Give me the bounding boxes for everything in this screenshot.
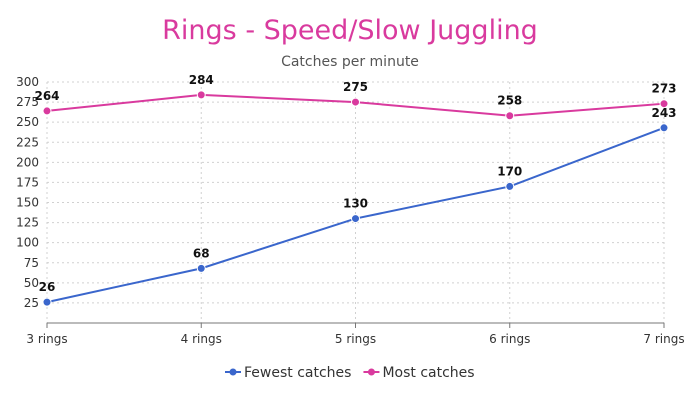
- y-tick-label: 50: [24, 276, 39, 290]
- data-point[interactable]: [505, 111, 515, 121]
- data-label: 26: [39, 280, 56, 294]
- legend[interactable]: Fewest catches Most catches: [225, 365, 475, 381]
- grid: [46, 81, 665, 323]
- x-tick-label: 5 rings: [335, 332, 376, 346]
- y-tick-label: 150: [16, 196, 39, 210]
- data-label: 243: [651, 106, 676, 120]
- y-tick-label: 200: [16, 155, 39, 169]
- legend-item[interactable]: Most catches: [363, 365, 475, 381]
- y-tick-label: 75: [24, 256, 39, 270]
- y-tick-label: 125: [16, 216, 39, 230]
- data-point[interactable]: [42, 297, 52, 307]
- legend-item[interactable]: Fewest catches: [225, 365, 351, 381]
- data-labels: 26 68 130 170 243 264 284 275 258 273: [34, 73, 676, 294]
- legend-swatch-marker: [229, 368, 237, 376]
- chart-title: Rings - Speed/Slow Juggling: [162, 15, 538, 46]
- data-label: 68: [193, 246, 210, 260]
- axes: 25 50 75 100 125 150 175 200 225 250 275 300 3 rings…: [16, 75, 685, 346]
- x-tick-label: 7 rings: [643, 332, 684, 346]
- data-point[interactable]: [505, 181, 515, 191]
- y-tick-label: 275: [16, 95, 39, 109]
- data-label: 130: [343, 197, 368, 211]
- legend-swatch-marker: [367, 368, 375, 376]
- y-tick-label: 225: [16, 135, 39, 149]
- data-point[interactable]: [196, 263, 206, 273]
- data-label: 273: [651, 82, 676, 96]
- data-point[interactable]: [659, 123, 669, 133]
- data-label: 284: [189, 73, 214, 87]
- y-tick-label: 300: [16, 75, 39, 89]
- data-point[interactable]: [351, 214, 360, 224]
- legend-label: Most catches: [382, 365, 474, 381]
- legend-label: Fewest catches: [244, 365, 351, 381]
- data-label: 275: [343, 80, 368, 94]
- data-label: 264: [34, 89, 59, 103]
- data-point[interactable]: [351, 97, 360, 107]
- series-layer: [42, 90, 669, 307]
- chart-subtitle: Catches per minute: [281, 54, 419, 70]
- y-tick-label: 100: [16, 236, 39, 250]
- y-tick-label: 25: [24, 296, 39, 310]
- data-point[interactable]: [42, 106, 52, 116]
- data-label: 170: [497, 164, 522, 178]
- data-point[interactable]: [196, 90, 206, 100]
- data-label: 258: [497, 94, 522, 108]
- data-point[interactable]: [659, 99, 669, 109]
- y-tick-label: 175: [16, 175, 39, 189]
- x-tick-label: 4 rings: [181, 332, 222, 346]
- y-tick-label: 250: [16, 115, 39, 129]
- x-tick-label: 6 rings: [489, 332, 530, 346]
- x-tick-label: 3 rings: [26, 332, 67, 346]
